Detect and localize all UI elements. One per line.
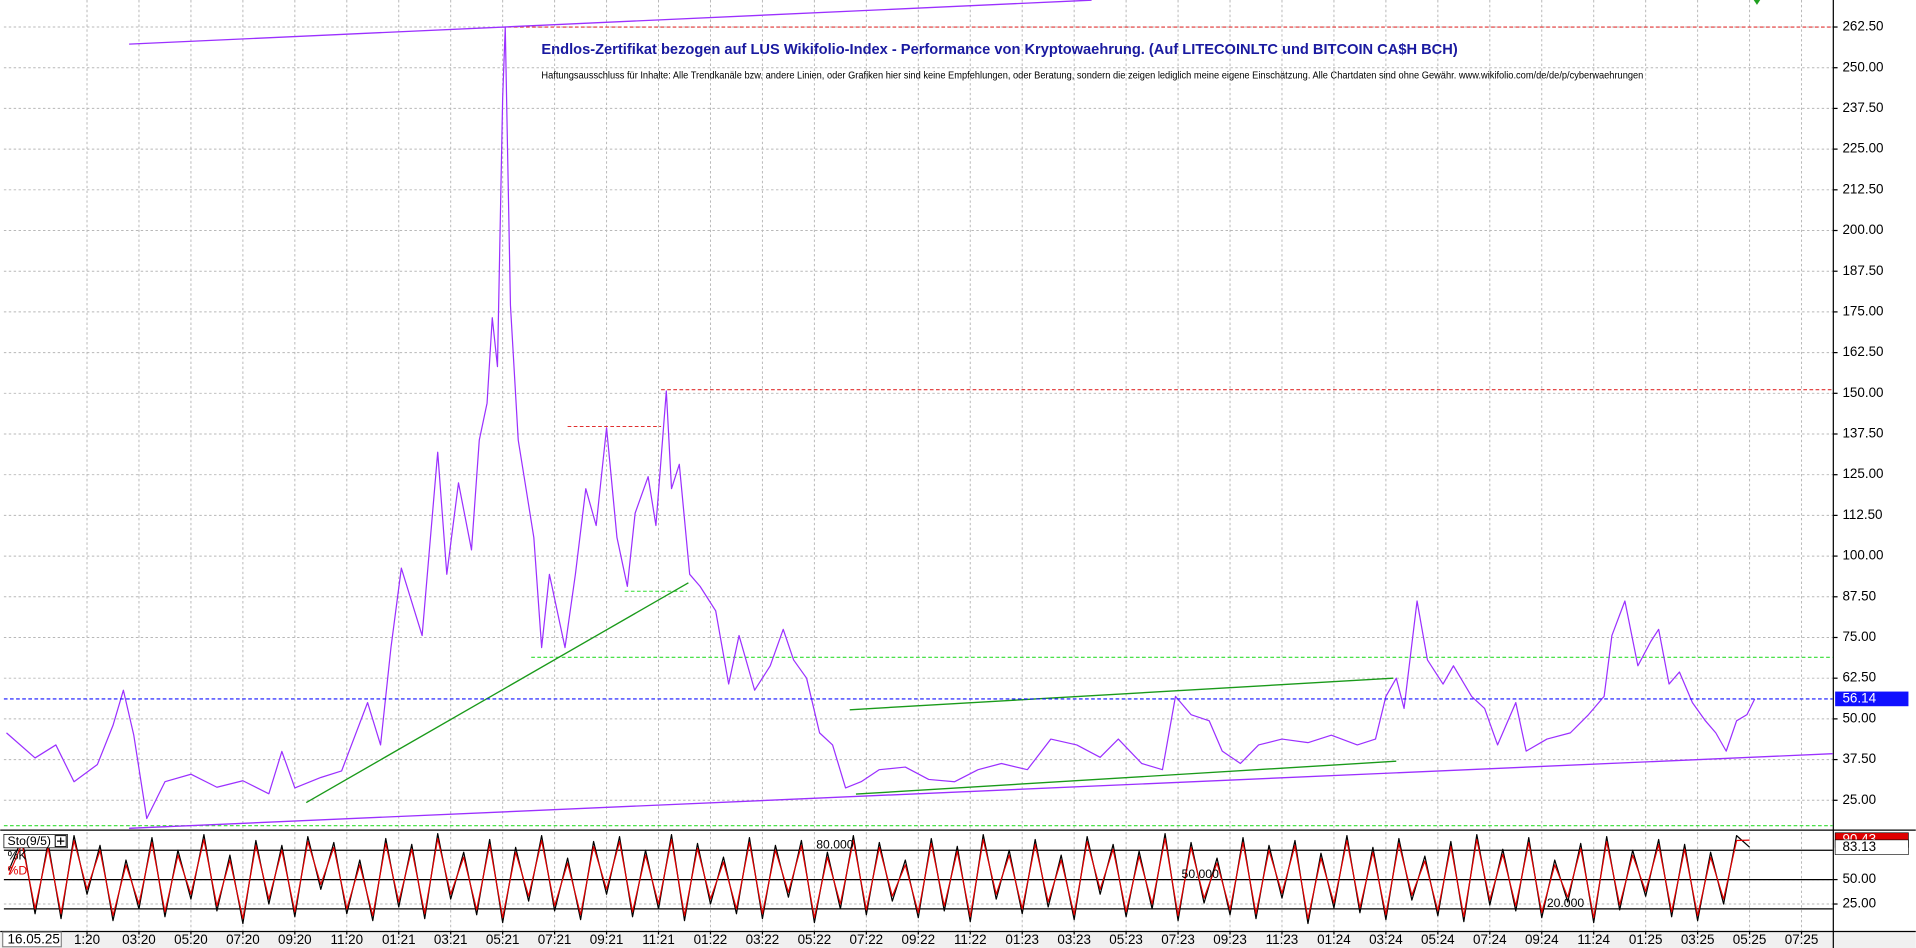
x-tick-label: 05:25: [1733, 932, 1767, 947]
x-tick-label: 07:23: [1161, 932, 1195, 947]
trend-line: [129, 0, 1092, 45]
y-tick-label: 125.00: [1842, 466, 1883, 481]
x-tick-label: 11:22: [954, 932, 987, 947]
y-tick-label: 87.50: [1842, 588, 1876, 603]
y-tick-label: 50.00: [1842, 710, 1876, 725]
y-tick-label: 250.00: [1842, 59, 1883, 74]
x-tick-label: 09:21: [590, 932, 624, 947]
y-tick-label: 187.50: [1842, 263, 1883, 278]
last-value-label: 56.14: [1842, 690, 1876, 705]
x-tick-label: 09:24: [1525, 932, 1559, 947]
series-line: [8, 837, 1750, 920]
y-tick-label: 175.00: [1842, 303, 1883, 318]
chart-subtitle: Haftungsausschluss für Inhalte: Alle Tre…: [541, 70, 1643, 81]
trend-line: [849, 677, 1394, 711]
x-tick-label: 07:22: [850, 932, 884, 947]
last-value-box: [1835, 691, 1909, 707]
marker: [1753, 0, 1761, 5]
x-tick-label: 03:22: [746, 932, 780, 947]
y-tick-label: 212.50: [1842, 181, 1883, 196]
level-label: 20.000: [1547, 896, 1585, 910]
x-tick-label: 11:23: [1266, 932, 1299, 947]
x-tick-label: 05:24: [1421, 932, 1455, 947]
trend-line: [855, 760, 1397, 795]
y-tick-label: 237.50: [1842, 100, 1883, 115]
level-label: 80.000: [816, 838, 854, 852]
y-tick-label: 150.00: [1842, 385, 1883, 400]
x-tick-label: 01:23: [1005, 932, 1039, 947]
x-tick-label: 03:25: [1681, 932, 1715, 947]
legend-k: %K: [8, 849, 27, 863]
x-tick-label: 05:22: [798, 932, 832, 947]
x-tick-label: 03:23: [1057, 932, 1091, 947]
series-line: [6, 26, 1756, 820]
indicator-toggle-icon: [57, 837, 65, 845]
x-tick-label: 03:21: [434, 932, 468, 947]
x-tick-label: 03:20: [122, 932, 156, 947]
x-axis-band: [0, 930, 1916, 948]
x-tick-label: 1:20: [74, 932, 100, 947]
x-tick-label: 09:23: [1213, 932, 1247, 947]
y-tick-label: 62.50: [1842, 670, 1876, 685]
y-tick-label: 200.00: [1842, 222, 1883, 237]
x-tick-label: 05:20: [174, 932, 208, 947]
indicator-box: [3, 834, 68, 849]
cursor-date-box: [2, 931, 62, 948]
x-tick-label: 09:22: [901, 932, 935, 947]
y-tick-label: 112.50: [1842, 507, 1882, 522]
legend-d: %D: [8, 863, 28, 877]
indicator-title: Sto(9/5): [8, 834, 51, 848]
cursor-date: 16.05.25: [8, 932, 60, 947]
trend-line: [305, 582, 689, 804]
y-tick-label: 25.00: [1842, 896, 1876, 911]
x-tick-label: 11:21: [642, 932, 675, 947]
last-value-label: 83.13: [1842, 839, 1876, 854]
x-tick-label: 11:20: [330, 932, 363, 947]
x-tick-label: 07:21: [538, 932, 572, 947]
y-tick-label: 262.50: [1842, 19, 1883, 34]
x-tick-label: 01:24: [1317, 932, 1351, 947]
x-tick-label: 01:25: [1629, 932, 1663, 947]
plot-layer: [3, 0, 1833, 931]
y-tick-label: 50.00: [1842, 871, 1876, 886]
level-label: 50.000: [1182, 867, 1220, 881]
x-tick-label: 01:22: [694, 932, 728, 947]
y-tick-label: 37.50: [1842, 751, 1876, 766]
y-tick-label: 137.50: [1842, 426, 1883, 441]
y-tick-label: 100.00: [1842, 548, 1883, 563]
trend-line: [129, 753, 1833, 829]
last-value-box: [1834, 839, 1909, 855]
x-tick-label: 03:24: [1369, 932, 1403, 947]
y-tick-label: 25.00: [1842, 792, 1876, 807]
x-tick-label: 09:20: [278, 932, 312, 947]
x-tick-label: 07:25: [1785, 932, 1819, 947]
x-tick-label: 05:21: [486, 932, 520, 947]
x-tick-label: 07:24: [1473, 932, 1507, 947]
y-tick-label: 75.00: [1842, 629, 1876, 644]
y-tick-label: 225.00: [1842, 141, 1883, 156]
x-tick-label: 01:21: [382, 932, 416, 947]
chart-title: Endlos-Zertifikat bezogen auf LUS Wikifo…: [541, 42, 1457, 58]
x-tick-label: 07:20: [226, 932, 260, 947]
y-tick-label: 162.50: [1842, 344, 1883, 359]
x-tick-label: 05:23: [1109, 932, 1143, 947]
x-tick-label: 11:24: [1577, 932, 1610, 947]
